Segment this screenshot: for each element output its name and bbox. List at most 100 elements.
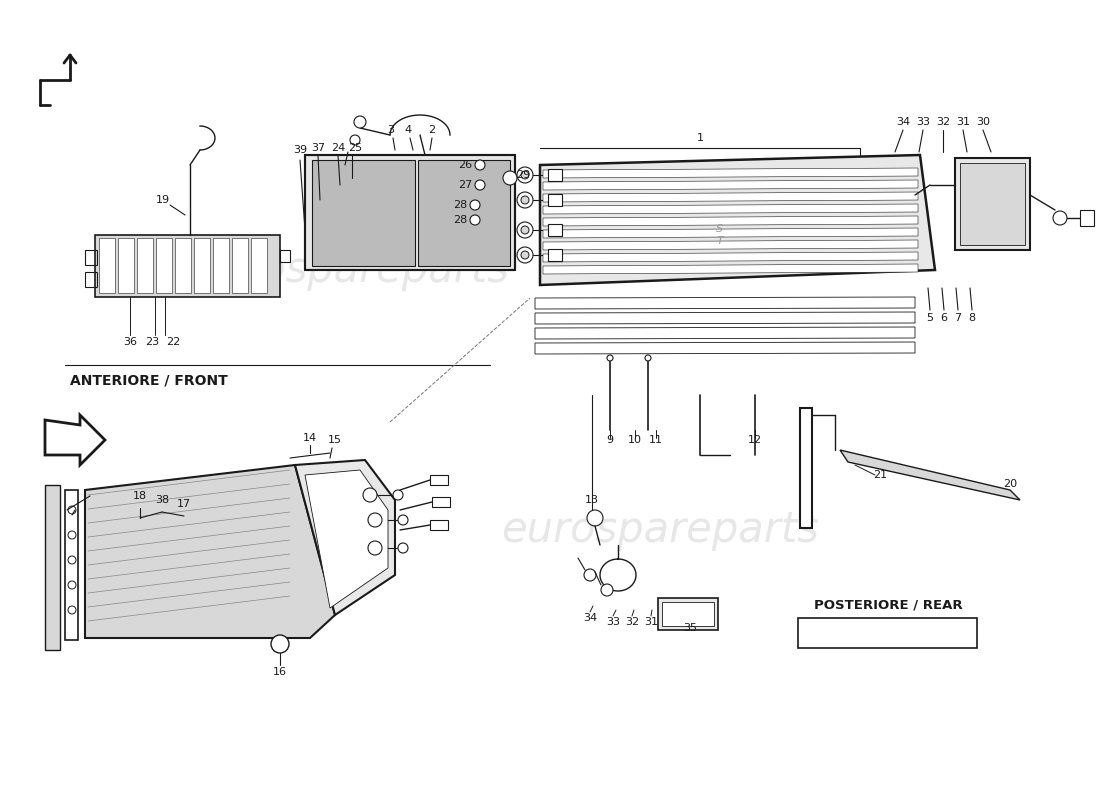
Bar <box>194 238 210 293</box>
Ellipse shape <box>271 635 289 653</box>
Text: 19: 19 <box>156 195 170 205</box>
Text: 11: 11 <box>649 435 663 445</box>
Bar <box>138 238 153 293</box>
Polygon shape <box>543 216 918 226</box>
Bar <box>430 520 448 530</box>
Polygon shape <box>418 160 510 266</box>
Ellipse shape <box>363 488 377 502</box>
Ellipse shape <box>68 581 76 589</box>
Polygon shape <box>85 465 336 638</box>
Text: POSTERIORE / REAR: POSTERIORE / REAR <box>814 598 962 611</box>
Text: 2: 2 <box>428 125 436 135</box>
Text: 24: 24 <box>331 143 345 153</box>
Text: 35: 35 <box>683 623 697 633</box>
Polygon shape <box>535 297 915 309</box>
Polygon shape <box>45 415 104 465</box>
Text: 12: 12 <box>748 435 762 445</box>
Polygon shape <box>535 342 915 354</box>
Text: 34: 34 <box>583 613 597 623</box>
Text: 27: 27 <box>458 180 472 190</box>
Ellipse shape <box>350 135 360 145</box>
Text: 4: 4 <box>405 125 411 135</box>
Ellipse shape <box>475 160 485 170</box>
Text: 28: 28 <box>453 200 468 210</box>
Text: 8: 8 <box>968 313 976 323</box>
Text: 39: 39 <box>293 145 307 155</box>
Text: 30: 30 <box>976 117 990 127</box>
Ellipse shape <box>368 541 382 555</box>
Ellipse shape <box>368 513 382 527</box>
Ellipse shape <box>521 226 529 234</box>
Text: 14: 14 <box>302 433 317 443</box>
Ellipse shape <box>503 171 517 185</box>
Text: eurospareparts: eurospareparts <box>502 509 818 551</box>
Polygon shape <box>543 192 918 202</box>
Ellipse shape <box>517 247 534 263</box>
Bar <box>99 238 116 293</box>
Bar <box>251 238 267 293</box>
Polygon shape <box>305 155 515 270</box>
Bar <box>85 272 97 287</box>
Text: 16: 16 <box>273 667 287 677</box>
Ellipse shape <box>68 506 76 514</box>
Ellipse shape <box>1053 211 1067 225</box>
Text: 37: 37 <box>311 143 326 153</box>
Bar <box>232 238 248 293</box>
Text: 34: 34 <box>895 117 910 127</box>
Text: 33: 33 <box>606 617 620 627</box>
Bar <box>1080 210 1094 226</box>
Polygon shape <box>543 252 918 262</box>
Ellipse shape <box>68 606 76 614</box>
Text: 28: 28 <box>453 215 468 225</box>
Ellipse shape <box>68 531 76 539</box>
Text: 32: 32 <box>625 617 639 627</box>
Bar <box>175 238 191 293</box>
Ellipse shape <box>645 355 651 361</box>
Text: ANTERIORE / FRONT: ANTERIORE / FRONT <box>70 373 228 387</box>
Bar <box>118 238 134 293</box>
Ellipse shape <box>517 222 534 238</box>
Text: 7: 7 <box>955 313 961 323</box>
Polygon shape <box>543 228 918 238</box>
Text: 5: 5 <box>926 313 934 323</box>
Text: 10: 10 <box>628 435 642 445</box>
Ellipse shape <box>517 192 534 208</box>
Text: 26: 26 <box>458 160 472 170</box>
Bar <box>95 235 280 297</box>
Text: 21: 21 <box>873 470 887 480</box>
Polygon shape <box>295 460 395 615</box>
Bar <box>548 194 562 206</box>
Polygon shape <box>535 327 915 339</box>
Text: 23: 23 <box>145 337 160 347</box>
Text: 33: 33 <box>916 117 930 127</box>
Text: 1: 1 <box>696 133 704 143</box>
Bar <box>432 497 450 507</box>
Ellipse shape <box>470 200 480 210</box>
Polygon shape <box>305 470 388 608</box>
Ellipse shape <box>521 171 529 179</box>
Ellipse shape <box>587 510 603 526</box>
Ellipse shape <box>584 569 596 581</box>
Ellipse shape <box>68 556 76 564</box>
Bar <box>548 249 562 261</box>
Bar <box>662 602 714 626</box>
Bar <box>85 250 97 265</box>
Ellipse shape <box>475 180 485 190</box>
Text: 36: 36 <box>123 337 138 347</box>
Ellipse shape <box>398 543 408 553</box>
Polygon shape <box>540 155 935 285</box>
Polygon shape <box>535 312 915 324</box>
Bar <box>960 163 1025 245</box>
Text: 22: 22 <box>166 337 180 347</box>
Bar <box>548 169 562 181</box>
Text: 13: 13 <box>585 495 600 505</box>
Bar <box>430 475 448 485</box>
Ellipse shape <box>517 167 534 183</box>
Bar <box>156 238 172 293</box>
Text: 6: 6 <box>940 313 947 323</box>
Ellipse shape <box>521 196 529 204</box>
Polygon shape <box>543 180 918 190</box>
Text: 32: 32 <box>936 117 950 127</box>
FancyBboxPatch shape <box>798 618 977 648</box>
Polygon shape <box>312 160 415 266</box>
